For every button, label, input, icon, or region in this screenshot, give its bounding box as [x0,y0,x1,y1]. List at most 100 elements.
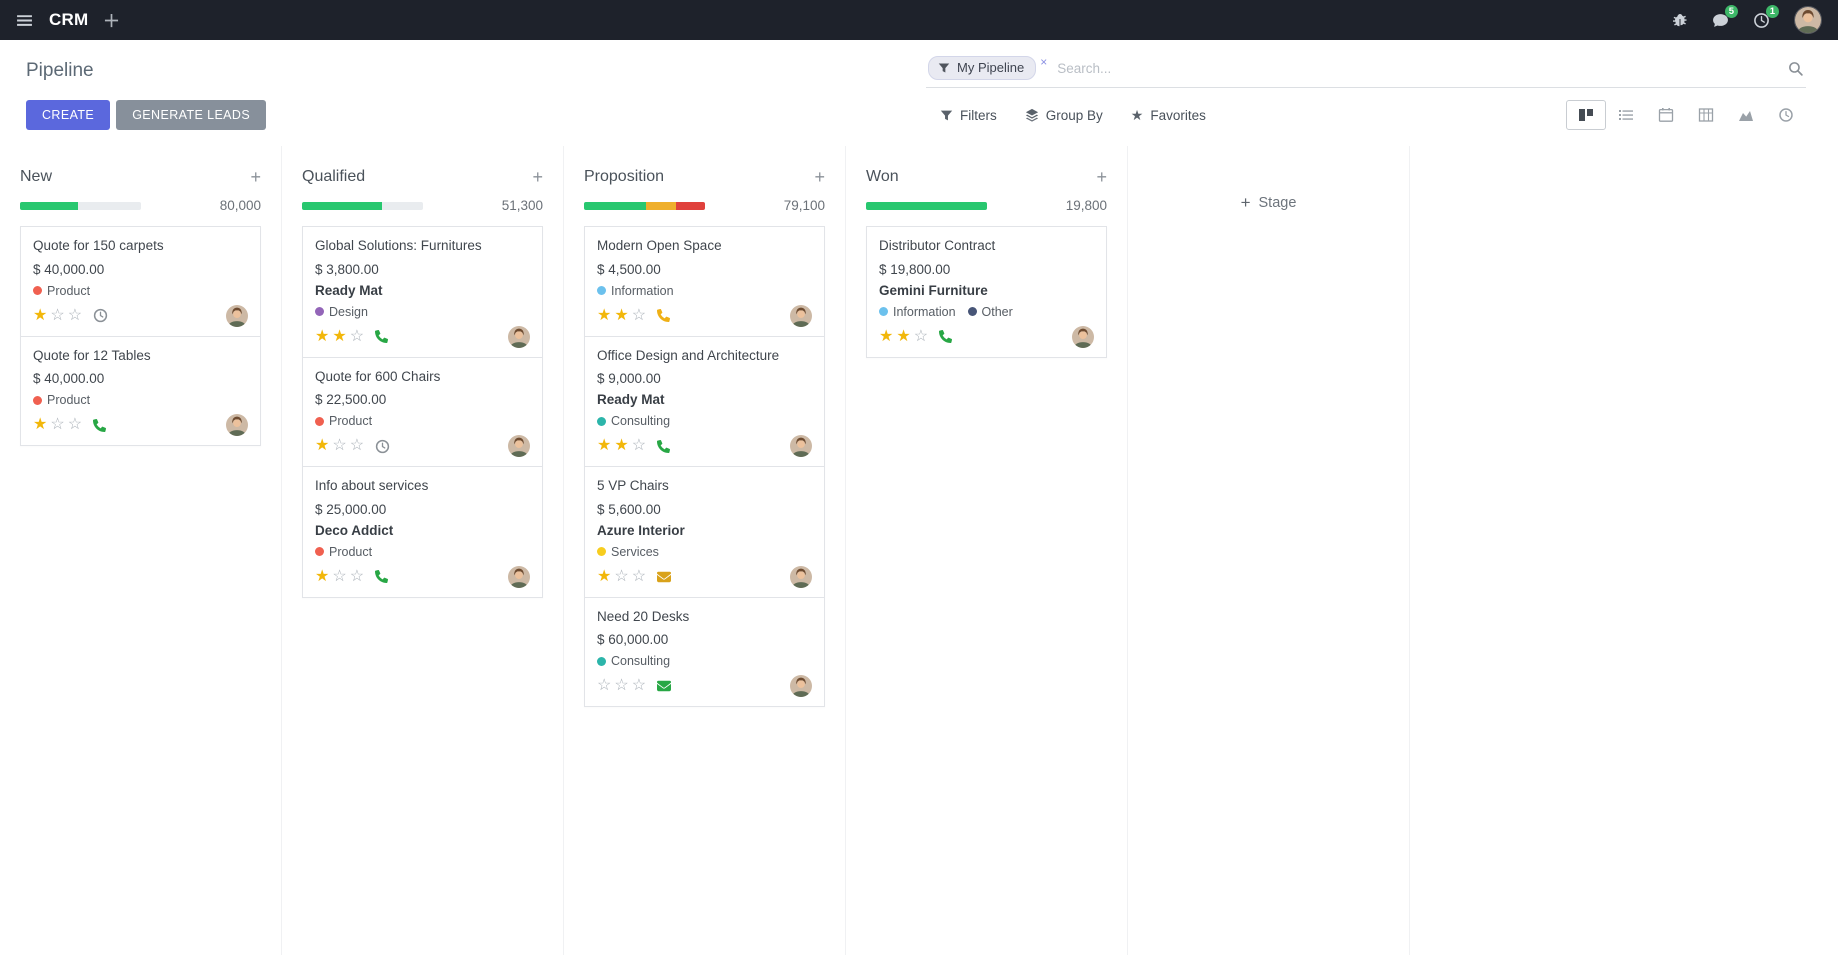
kanban-card[interactable]: Quote for 600 Chairs $ 22,500.00 Product… [302,356,543,468]
priority-star-icon[interactable]: ☆ [332,437,347,455]
progressbar-segment[interactable] [645,201,676,210]
column-title[interactable]: Qualified [302,168,366,185]
column-quick-add-icon[interactable]: + [814,167,825,187]
phone-activity-icon[interactable] [939,330,953,344]
priority-star-icon[interactable]: ☆ [67,306,83,324]
view-pivot-button[interactable] [1686,100,1726,130]
priority-star-icon[interactable]: ☆ [631,437,647,455]
priority-star-icon[interactable]: ★ [315,327,330,345]
column-title[interactable]: Won [866,168,899,185]
kanban-card[interactable]: Info about services $ 25,000.00 Deco Add… [302,466,543,598]
column-title[interactable]: Proposition [584,168,665,185]
column-total: 80,000 [219,198,261,213]
priority-star-icon[interactable]: ★ [332,327,347,345]
progressbar-segment[interactable] [381,201,423,210]
search-icon[interactable] [1787,60,1804,77]
phone-activity-icon[interactable] [657,309,671,323]
kanban-board: New + 80,000 Quote for 150 carpets $ 40,… [0,146,1838,955]
priority-star-icon[interactable]: ☆ [614,567,629,585]
create-button[interactable]: CREATE [26,100,111,130]
group-by-button[interactable]: Group By [1025,108,1103,123]
kanban-card[interactable]: Quote for 12 Tables $ 40,000.00 Product … [20,335,261,447]
view-graph-button[interactable] [1726,100,1766,130]
priority-star-icon[interactable]: ☆ [631,677,647,695]
envelope-activity-icon[interactable] [657,570,672,584]
phone-activity-icon[interactable] [657,439,671,453]
phone-activity-icon[interactable] [93,418,107,432]
progressbar-segment[interactable] [20,201,79,210]
priority-star-icon[interactable]: ★ [597,567,612,585]
priority-star-icon[interactable]: ★ [879,327,894,345]
priority-star-icon[interactable]: ☆ [614,677,629,695]
priority-star-icon[interactable]: ☆ [913,327,929,345]
tag-color-dot [33,395,42,405]
view-kanban-button[interactable] [1566,100,1606,130]
column-title[interactable]: New [20,168,53,185]
priority-star-icon[interactable]: ★ [614,306,629,324]
column-progressbar[interactable] [302,201,423,210]
activities-clock-icon[interactable]: 1 [1753,4,1779,29]
kanban-card[interactable]: Global Solutions: Furnitures $ 3,800.00 … [302,226,543,358]
app-name[interactable]: CRM [49,10,89,29]
add-stage-button[interactable]: + Stage [1148,168,1389,211]
priority-star-icon[interactable]: ☆ [349,567,365,585]
clock-activity-icon[interactable] [93,308,108,323]
priority-star-icon[interactable]: ★ [597,437,612,455]
generate-leads-button[interactable]: GENERATE LEADS [116,100,267,130]
progressbar-segment[interactable] [78,201,141,210]
envelope-activity-icon[interactable] [657,679,672,693]
priority-star-icon[interactable]: ★ [315,567,330,585]
column-progress-row: 19,800 [866,198,1107,213]
clock-activity-icon[interactable] [375,439,390,454]
kanban-card[interactable]: Office Design and Architecture $ 9,000.0… [584,335,825,468]
column-quick-add-icon[interactable]: + [1096,167,1107,187]
favorites-button[interactable]: ★ Favorites [1131,108,1206,123]
priority-star-icon[interactable]: ☆ [631,306,647,324]
column-progressbar[interactable] [20,201,141,210]
phone-activity-icon[interactable] [375,330,389,344]
priority-star-icon[interactable]: ☆ [349,437,365,455]
debug-bug-icon[interactable] [1672,12,1688,28]
messages-badge: 5 [1724,4,1738,18]
kanban-card[interactable]: Distributor Contract $ 19,800.00 Gemini … [866,226,1107,358]
priority-star-icon[interactable]: ★ [614,437,629,455]
facet-remove-icon[interactable]: × [1040,55,1048,69]
kanban-card[interactable]: Quote for 150 carpets $ 40,000.00 Produc… [20,226,261,337]
priority-star-icon[interactable]: ★ [33,306,48,324]
view-list-button[interactable] [1606,100,1646,130]
column-progressbar[interactable] [584,201,705,210]
kanban-card[interactable]: Modern Open Space $ 4,500.00 Information… [584,226,825,337]
progressbar-segment[interactable] [302,201,382,210]
priority-star-icon[interactable]: ★ [597,306,612,324]
kanban-column: Proposition + 79,100 Modern Open Space $… [564,146,846,955]
filters-button[interactable]: Filters [940,108,997,123]
priority-star-icon[interactable]: ☆ [50,416,65,434]
priority-star-icon[interactable]: ☆ [597,677,612,695]
apps-menu-icon[interactable] [16,12,33,29]
column-quick-add-icon[interactable]: + [532,167,543,187]
progressbar-segment[interactable] [584,201,646,210]
priority-star-icon[interactable]: ★ [33,416,48,434]
card-priority-stars: ★ ☆ ☆ [597,567,649,585]
kanban-card[interactable]: Need 20 Desks $ 60,000.00 Consulting ☆ ☆ ☆ [584,596,825,708]
priority-star-icon[interactable]: ☆ [631,567,647,585]
kanban-card[interactable]: 5 VP Chairs $ 5,600.00 Azure Interior Se… [584,466,825,598]
progressbar-segment[interactable] [675,201,705,210]
view-activity-button[interactable] [1766,100,1806,130]
messages-icon[interactable]: 5 [1712,4,1738,29]
priority-star-icon[interactable]: ☆ [67,416,83,434]
column-quick-add-icon[interactable]: + [250,167,261,187]
progressbar-segment[interactable] [866,201,987,210]
column-header: Qualified + [302,168,543,186]
priority-star-icon[interactable]: ☆ [50,306,65,324]
phone-activity-icon[interactable] [375,570,389,584]
priority-star-icon[interactable]: ☆ [349,327,365,345]
priority-star-icon[interactable]: ★ [896,327,911,345]
priority-star-icon[interactable]: ★ [315,437,330,455]
view-calendar-button[interactable] [1646,100,1686,130]
priority-star-icon[interactable]: ☆ [332,567,347,585]
search-input[interactable] [1055,59,1779,77]
new-record-plus-icon[interactable] [104,13,119,28]
user-avatar[interactable] [1794,6,1822,34]
column-progressbar[interactable] [866,201,987,210]
